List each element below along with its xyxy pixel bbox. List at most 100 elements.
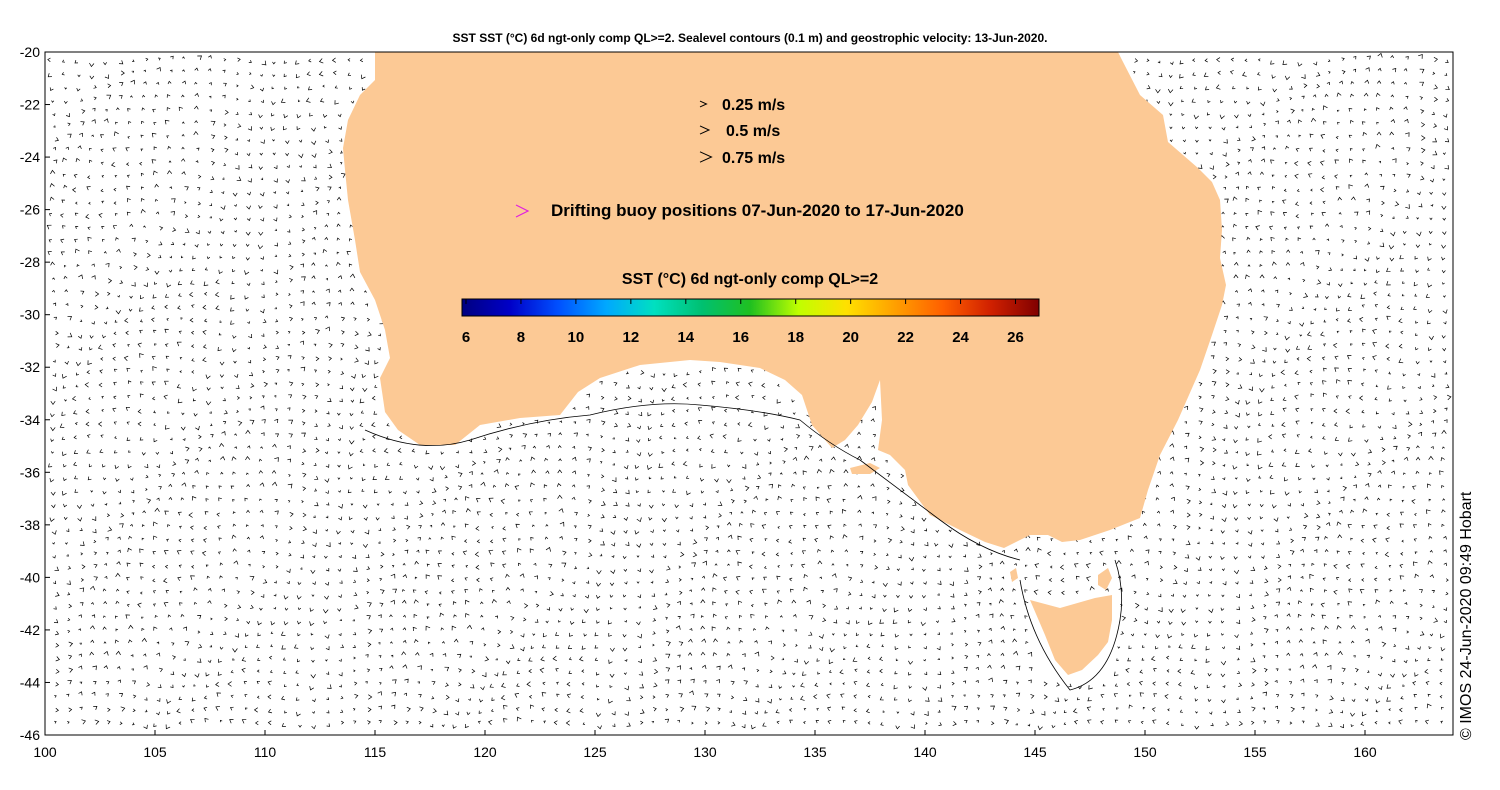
velocity-vector (223, 82, 227, 87)
velocity-vector (829, 535, 834, 540)
velocity-vector (1378, 626, 1383, 631)
velocity-vector (152, 294, 157, 299)
velocity-vector (908, 660, 914, 665)
velocity-vector (1326, 81, 1330, 86)
velocity-vector (458, 472, 463, 477)
velocity-vector (1327, 59, 1331, 62)
velocity-vector (191, 358, 195, 362)
velocity-vector (1223, 342, 1228, 346)
velocity-vector (1196, 580, 1200, 585)
velocity-vector (1102, 683, 1106, 687)
velocity-vector (158, 485, 162, 490)
velocity-vector (236, 618, 240, 622)
velocity-vector (401, 651, 407, 656)
velocity-vector (1361, 121, 1366, 125)
velocity-vector (1376, 131, 1382, 136)
velocity-vector (1181, 723, 1184, 727)
velocity-vector (142, 94, 146, 98)
velocity-vector (1380, 214, 1384, 218)
velocity-vector (325, 464, 330, 468)
velocity-vector (1259, 490, 1263, 493)
velocity-vector (855, 632, 860, 636)
velocity-vector (566, 708, 571, 714)
velocity-vector (51, 504, 56, 509)
velocity-vector (497, 629, 502, 635)
velocity-vector (790, 552, 793, 555)
velocity-vector (1260, 529, 1264, 532)
velocity-vector (1299, 589, 1303, 592)
velocity-vector (698, 420, 703, 424)
velocity-vector (742, 667, 746, 671)
velocity-vector (326, 411, 330, 415)
velocity-vector (244, 645, 248, 648)
velocity-vector (1283, 188, 1287, 192)
velocity-vector (62, 59, 66, 63)
velocity-vector (910, 581, 914, 585)
colorbar-tick-label: 6 (462, 329, 470, 346)
velocity-vector (761, 551, 766, 557)
velocity-vector (1012, 638, 1018, 643)
velocity-vector (1300, 109, 1304, 112)
velocity-vector (845, 564, 849, 567)
velocity-vector (64, 87, 68, 90)
velocity-vector (1315, 708, 1318, 712)
velocity-vector (451, 625, 457, 631)
velocity-vector (141, 616, 144, 619)
velocity-vector (923, 581, 927, 585)
velocity-vector (661, 399, 665, 402)
velocity-vector (1275, 135, 1279, 139)
velocity-vector (125, 147, 130, 152)
velocity-vector (261, 60, 267, 66)
velocity-vector (775, 709, 780, 714)
velocity-vector (1415, 470, 1420, 475)
velocity-vector (666, 603, 671, 608)
velocity-vector (518, 538, 521, 541)
velocity-vector (777, 526, 780, 529)
velocity-vector (546, 444, 550, 449)
velocity-vector (713, 638, 718, 643)
velocity-vector (490, 709, 494, 713)
velocity-vector (295, 670, 299, 674)
velocity-vector (1133, 70, 1136, 74)
velocity-vector (1248, 159, 1252, 163)
velocity-vector (636, 517, 642, 523)
velocity-vector (1170, 496, 1175, 501)
velocity-vector (76, 87, 81, 92)
velocity-vector (1271, 174, 1275, 178)
velocity-vector (625, 449, 629, 453)
velocity-vector (182, 685, 185, 688)
velocity-vector (247, 346, 251, 350)
velocity-vector (612, 463, 615, 466)
velocity-vector (635, 490, 639, 494)
velocity-vector (1276, 98, 1280, 102)
velocity-vector (740, 511, 744, 514)
velocity-vector (325, 646, 330, 651)
velocity-vector (89, 585, 96, 591)
velocity-vector (1181, 621, 1187, 626)
velocity-vector (75, 384, 79, 388)
velocity-vector (1439, 470, 1444, 476)
velocity-vector (152, 521, 158, 527)
velocity-vector (194, 243, 199, 248)
velocity-vector (1443, 619, 1447, 624)
velocity-vector (1281, 422, 1286, 428)
velocity-vector (1415, 361, 1420, 365)
velocity-vector (1251, 136, 1256, 142)
velocity-vector (873, 524, 877, 529)
velocity-vector (1350, 80, 1355, 85)
velocity-vector (647, 489, 651, 494)
velocity-vector (868, 620, 873, 626)
velocity-vector (689, 628, 693, 631)
velocity-vector (1352, 68, 1357, 73)
velocity-vector (1431, 420, 1434, 424)
velocity-vector (1414, 573, 1419, 579)
velocity-vector (1323, 392, 1328, 397)
velocity-vector (625, 411, 629, 416)
velocity-vector (963, 554, 967, 558)
velocity-vector (1415, 269, 1419, 273)
velocity-vector (1116, 559, 1122, 565)
velocity-vector (949, 568, 952, 571)
velocity-vector (1086, 576, 1091, 582)
velocity-vector (1309, 225, 1314, 230)
velocity-vector (107, 707, 111, 712)
